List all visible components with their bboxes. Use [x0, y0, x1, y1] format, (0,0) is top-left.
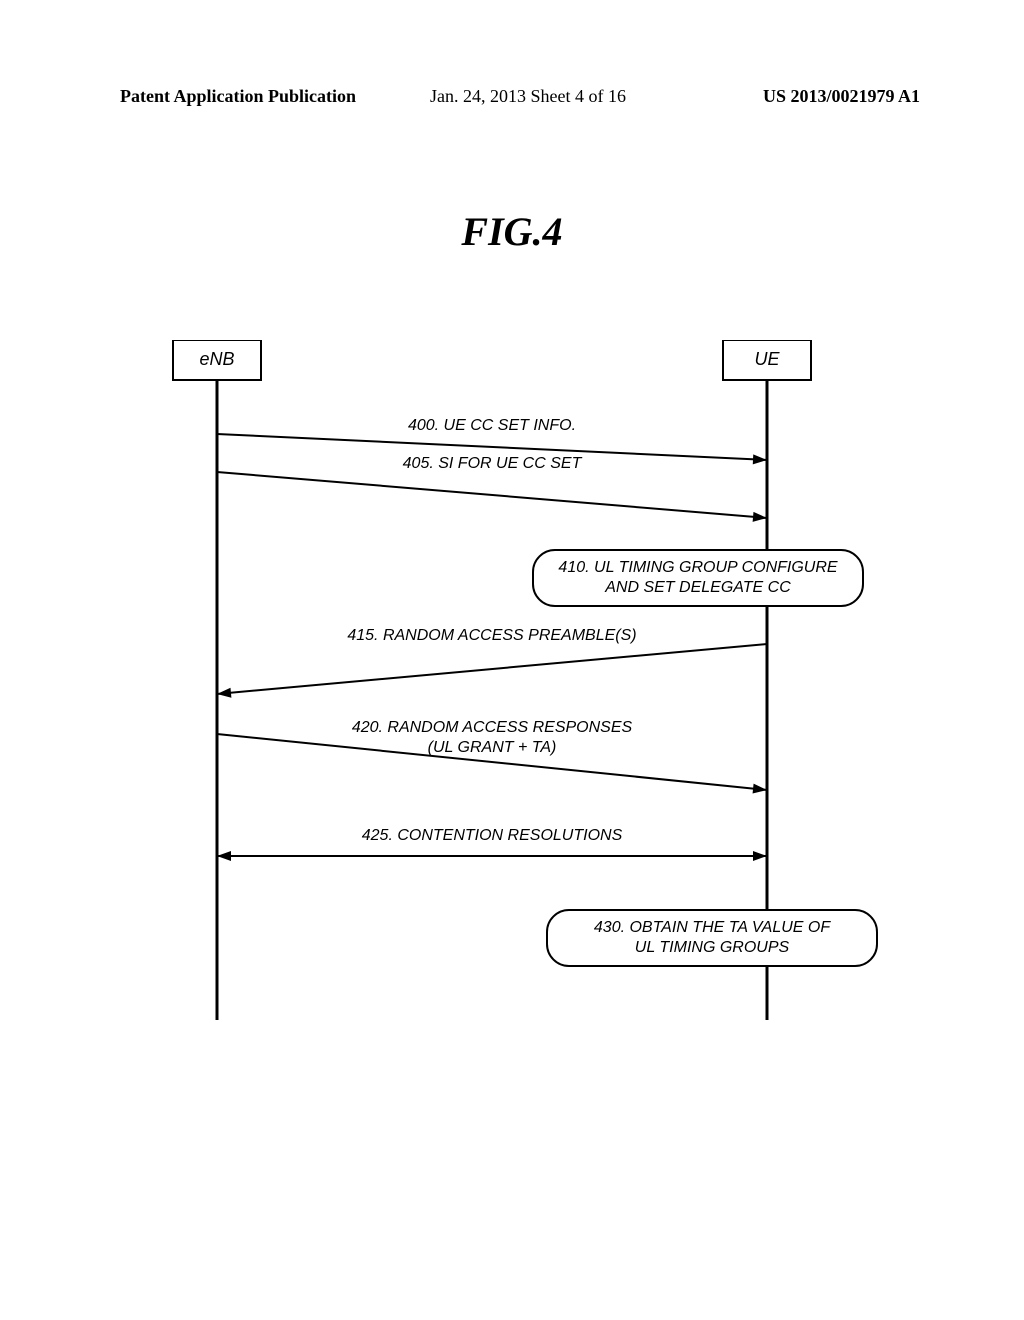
note-label-n410-l2: AND SET DELEGATE CC	[604, 579, 791, 596]
message-label-m420-l1: 420. RANDOM ACCESS RESPONSES	[352, 719, 633, 736]
message-m405	[217, 472, 767, 518]
note-label-n410-l1: 410. UL TIMING GROUP CONFIGURE	[558, 559, 837, 576]
note-label-n430-l1: 430. OBTAIN THE TA VALUE OF	[594, 919, 831, 936]
header-mid: Jan. 24, 2013 Sheet 4 of 16	[430, 86, 626, 107]
entity-label-enb: eNB	[199, 349, 234, 369]
message-label-m400: 400. UE CC SET INFO.	[408, 417, 576, 434]
message-label-m425: 425. CONTENTION RESOLUTIONS	[362, 827, 623, 844]
header-left: Patent Application Publication	[120, 86, 356, 107]
page: Patent Application Publication Jan. 24, …	[0, 0, 1024, 1320]
sequence-diagram: eNB UE 400. UE CC SET INFO. 405. SI FOR UE …	[145, 340, 880, 1020]
header-right: US 2013/0021979 A1	[763, 86, 920, 107]
message-m415	[217, 644, 767, 694]
message-label-m405: 405. SI FOR UE CC SET	[403, 455, 583, 472]
message-label-m415: 415. RANDOM ACCESS PREAMBLE(S)	[347, 627, 636, 644]
entity-label-ue: UE	[754, 349, 780, 369]
figure-label: FIG.4	[0, 208, 1024, 255]
note-label-n430-l2: UL TIMING GROUPS	[635, 939, 790, 956]
message-label-m420-l2: (UL GRANT + TA)	[428, 739, 557, 756]
